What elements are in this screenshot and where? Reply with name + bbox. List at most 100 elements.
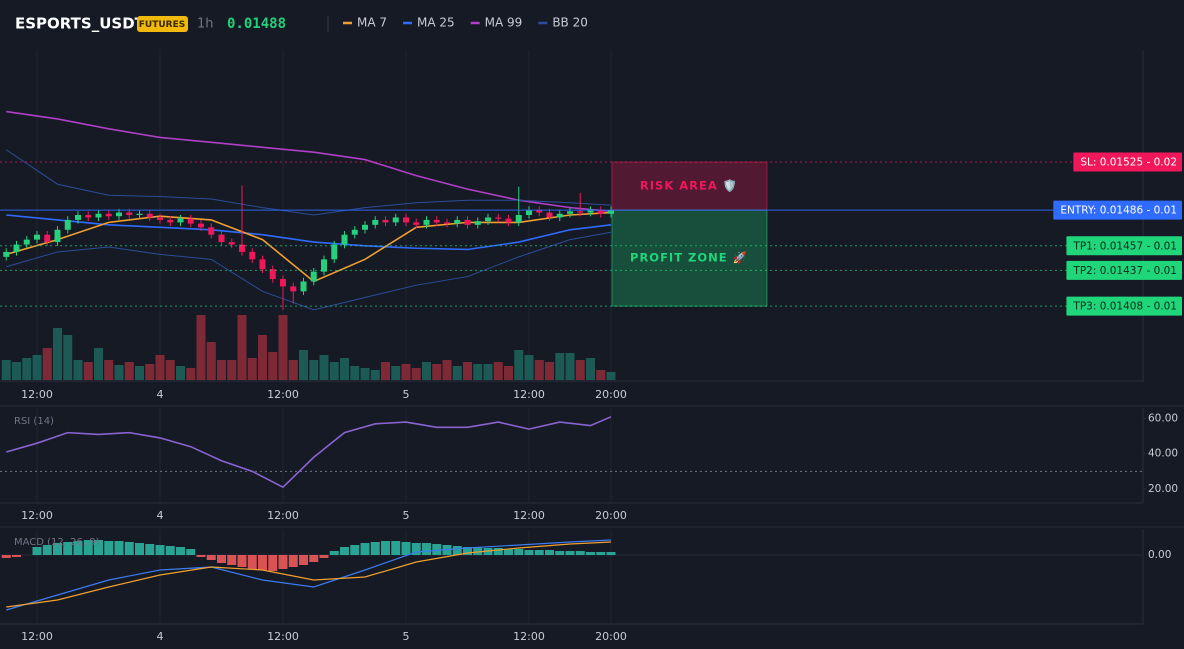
histogram-bar [514, 549, 524, 555]
histogram-bar [606, 552, 616, 555]
volume-bar [360, 368, 370, 380]
level-tag-bg [1066, 260, 1182, 280]
x-tick-label: 12:00 [267, 509, 299, 522]
histogram-bar [196, 555, 206, 557]
volume-bar [63, 335, 73, 380]
candle-body [372, 219, 379, 225]
candle-body [126, 212, 133, 215]
candle-body [44, 234, 51, 243]
histogram-bar [53, 543, 62, 555]
candle-body [362, 224, 368, 230]
volume-bar [319, 355, 329, 380]
histogram-bar [534, 550, 544, 555]
volume-bar [42, 348, 52, 380]
interval: 1h [197, 17, 214, 32]
histogram-bar [401, 542, 411, 555]
histogram-bar [1, 555, 11, 558]
volume-bar [370, 370, 380, 380]
candle-body [75, 215, 81, 220]
histogram-bar [165, 546, 175, 555]
rsi-line [6, 416, 612, 489]
histogram-bar [299, 555, 308, 565]
level-tag-bg [1066, 296, 1182, 316]
histogram-bar [186, 549, 196, 555]
x-tick-label: 12:00 [21, 388, 53, 401]
volume-bar [1, 360, 11, 380]
volume-bar [135, 366, 144, 380]
level-tag-bg [1053, 200, 1182, 220]
x-tick-label: 4 [157, 388, 164, 401]
level-tag-bg [1073, 152, 1182, 172]
candle-body [567, 211, 573, 214]
x-tick-label: 20:00 [595, 388, 627, 401]
candle-body [218, 234, 225, 243]
candle-body [444, 222, 450, 224]
histogram-bar [504, 549, 513, 555]
volume-bar [463, 362, 472, 380]
volume-bar [606, 372, 616, 380]
candle-body [485, 217, 491, 222]
candle-body [536, 210, 543, 213]
macd-line [6, 539, 612, 611]
histogram-bar [545, 550, 554, 555]
histogram-bar [247, 555, 257, 569]
y-tick-label: 0.00 [1148, 549, 1171, 561]
zone-label: RISK AREA 🛡️ [640, 179, 738, 193]
histogram-bar [524, 550, 534, 555]
candle-body [505, 218, 512, 223]
level-tag: ENTRY: 0.01486 - 0.01 [1060, 205, 1177, 217]
legend-label: MA 7 [357, 16, 387, 30]
candle-body [474, 221, 481, 225]
histogram-bar [42, 545, 52, 555]
x-tick-label: 20:00 [595, 509, 627, 522]
histogram-bar [135, 543, 144, 555]
volume-bar [104, 360, 114, 380]
level-tag: TP2: 0.01437 - 0.01 [1072, 265, 1177, 277]
candle-body [136, 213, 143, 215]
y-tick-label: 40.00 [1148, 448, 1178, 460]
x-tick-label: 5 [403, 509, 410, 522]
histogram-bar [493, 548, 503, 555]
histogram-bar [268, 555, 278, 571]
x-tick-label: 12:00 [513, 388, 545, 401]
volume-bar [329, 362, 339, 380]
volume-bar [83, 362, 93, 380]
candle-body [464, 219, 471, 225]
candle-body [259, 259, 266, 270]
candle-body [64, 219, 71, 230]
candle-body [321, 259, 327, 272]
histogram-bar [278, 555, 288, 569]
candle-body [269, 269, 276, 280]
histogram-bar [463, 547, 472, 555]
histogram-bar [370, 542, 380, 555]
histogram-bar [73, 541, 83, 555]
histogram-bar [288, 555, 298, 567]
histogram-bar [391, 541, 401, 555]
volume-bar [53, 328, 62, 380]
candle-body [208, 227, 215, 235]
histogram-bar [432, 544, 442, 555]
volume-bar [452, 366, 462, 380]
histogram-bar [206, 555, 216, 560]
candle-body [167, 219, 174, 223]
volume-bar [514, 350, 524, 380]
pane-title: MACD (12, 26, 9) [14, 537, 100, 548]
last-price: 0.01488 [227, 16, 286, 32]
volume-bar [237, 315, 247, 380]
volume-bar [340, 358, 349, 380]
histogram-bar [217, 555, 226, 563]
volume-bar [401, 364, 411, 380]
histogram-bar [309, 555, 319, 562]
x-tick-label: 12:00 [21, 630, 53, 643]
volume-bar [196, 315, 206, 380]
histogram-bar [155, 545, 165, 555]
candle-body [13, 244, 20, 252]
histogram-bar [145, 544, 155, 555]
candle-body [351, 229, 358, 235]
histogram-bar [452, 546, 462, 555]
candle-body [85, 215, 92, 218]
histogram-bar [360, 543, 370, 555]
volume-bar [432, 364, 442, 380]
level-tag: TP3: 0.01408 - 0.01 [1072, 301, 1177, 313]
volume-bar [217, 360, 226, 380]
